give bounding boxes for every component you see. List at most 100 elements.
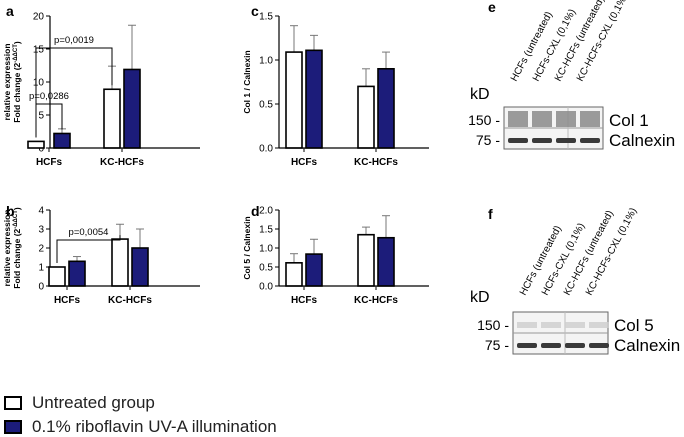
kd-unit-label: kD — [470, 86, 490, 103]
y-axis-label: Col 1 / Calnexin — [242, 50, 252, 113]
mw-marker: 150 - — [468, 112, 500, 128]
band-label: Calnexin — [609, 131, 675, 150]
calnexin-band — [508, 138, 528, 143]
y-axis-label-line2: Fold change (2-ΔΔCT) — [12, 207, 22, 289]
bar-kc-hcfs-untreated — [103, 88, 121, 149]
x-tick-label: KC-HCFs — [100, 157, 144, 168]
y-label-close: ) — [12, 207, 22, 210]
legend-untreated: Untreated group — [4, 393, 155, 413]
y-tick-label: 4 — [38, 206, 44, 217]
target-band — [565, 322, 585, 328]
y-tick-label: 20 — [33, 12, 45, 23]
calnexin-band — [565, 343, 585, 348]
bar-hcfs-untreated — [27, 140, 45, 149]
panel-letter: a — [6, 3, 14, 19]
bar-hcfs-cxl — [53, 132, 71, 149]
target-band — [556, 111, 576, 127]
y-tick-label: 0 — [38, 144, 44, 155]
y-tick-label: 10 — [33, 78, 45, 89]
calnexin-band — [517, 343, 537, 348]
bar-hcfs-untreated — [285, 262, 303, 287]
legend-label-cxl: 0.1% riboflavin UV-A illumination — [32, 417, 277, 436]
bar-hcfs-untreated — [285, 51, 303, 149]
y-tick-label: 0.0 — [259, 282, 273, 293]
y-tick-label: 1.0 — [259, 244, 273, 255]
x-tick-label: KC-HCFs — [354, 295, 398, 306]
band-label: Col 1 — [609, 111, 649, 130]
y-axis-label: relative expression — [2, 209, 12, 286]
chart-panel-c: c 0.0 0.5 1.0 1.5 Col 1 / Calnexin HCFs KC-HCFs — [242, 3, 429, 168]
bar-hcfs-cxl — [68, 260, 86, 287]
y-tick-label: 2.0 — [259, 206, 273, 217]
bar-hcfs-untreated — [48, 266, 66, 287]
calnexin-band — [541, 343, 561, 348]
chart-panel-d: d 0.0 0.5 1.0 1.5 2.0 Col 5 / Calnexin HCFs KC-H… — [242, 203, 429, 306]
panel-letter: f — [488, 206, 493, 222]
target-band — [532, 111, 552, 127]
kd-unit-label: kD — [470, 289, 490, 306]
band-label: Col 5 — [614, 316, 654, 335]
target-band — [580, 111, 600, 127]
panel-letter: b — [6, 203, 15, 219]
y-tick-label: 15 — [33, 45, 45, 56]
y-tick-label: 1.5 — [259, 12, 273, 23]
x-tick-label: HCFs — [54, 295, 81, 306]
x-tick-label: HCFs — [291, 295, 318, 306]
x-tick-label: KC-HCFs — [108, 295, 152, 306]
y-tick-label: 3 — [38, 225, 44, 236]
target-band — [541, 322, 561, 328]
y-label-base: Fold change (2 — [12, 62, 22, 122]
y-tick-label: 1 — [38, 263, 44, 274]
y-axis-label: Col 5 / Calnexin — [242, 216, 252, 279]
y-label-base: Fold change (2 — [12, 228, 22, 288]
calnexin-band — [589, 343, 609, 348]
x-tick-label: HCFs — [291, 157, 318, 168]
p-value-label: p=0,0019 — [54, 35, 94, 46]
bar-kc-hcfs-untreated — [111, 238, 129, 287]
panel-letter: c — [251, 3, 259, 19]
bar-hcfs-cxl — [305, 49, 323, 149]
target-band — [517, 322, 537, 328]
panel-letter: d — [251, 203, 260, 219]
y-tick-label: 5 — [38, 111, 44, 122]
calnexin-band — [556, 138, 576, 143]
bar-hcfs-cxl — [305, 253, 323, 287]
p-value-label: p=0,0054 — [69, 227, 109, 238]
y-label-superscript: -ΔΔCT — [13, 44, 19, 63]
y-axis-label: relative expression — [2, 43, 12, 120]
y-label-close: ) — [12, 41, 22, 44]
legend-swatch-cxl — [4, 420, 22, 434]
target-band — [589, 322, 609, 328]
y-tick-label: 0 — [38, 282, 44, 293]
panel-letter: e — [488, 0, 496, 15]
y-tick-label: 0.5 — [259, 263, 273, 274]
y-axis-label-line2: Fold change (2-ΔΔCT) — [12, 41, 22, 123]
mw-marker: 150 - — [477, 317, 509, 333]
significance-bracket — [35, 103, 63, 138]
bar-kc-hcfs-cxl — [123, 68, 141, 149]
bar-kc-hcfs-untreated — [357, 85, 375, 149]
legend-label-untreated: Untreated group — [32, 393, 155, 412]
x-tick-label: HCFs — [36, 157, 63, 168]
mw-marker: 75 - — [485, 337, 509, 353]
legend-cxl: 0.1% riboflavin UV-A illumination — [4, 417, 277, 437]
chart-panel-b: b 0 1 2 3 4 relative expression Fold change (2-… — [2, 203, 200, 306]
target-band — [508, 111, 528, 127]
mw-marker: 75 - — [476, 132, 500, 148]
x-tick-label: KC-HCFs — [354, 157, 398, 168]
bar-kc-hcfs-cxl — [377, 68, 395, 149]
significance-bracket — [56, 235, 121, 263]
p-value-label: p=0,0286 — [29, 91, 69, 102]
significance-bracket — [35, 47, 113, 138]
y-tick-label: 1.0 — [259, 56, 273, 67]
y-tick-label: 0.5 — [259, 100, 273, 111]
bar-kc-hcfs-cxl — [131, 247, 149, 287]
y-tick-label: 1.5 — [259, 225, 273, 236]
y-tick-label: 2 — [38, 244, 44, 255]
legend-swatch-untreated — [4, 396, 22, 410]
calnexin-band — [580, 138, 600, 143]
bar-kc-hcfs-untreated — [357, 233, 375, 287]
